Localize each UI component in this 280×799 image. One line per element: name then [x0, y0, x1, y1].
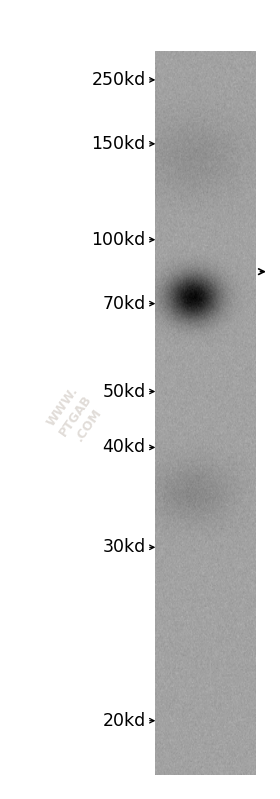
- Text: 40kd: 40kd: [102, 439, 146, 456]
- Text: 100kd: 100kd: [91, 231, 146, 248]
- Text: 250kd: 250kd: [91, 71, 146, 89]
- Text: 30kd: 30kd: [102, 539, 146, 556]
- Text: 20kd: 20kd: [102, 712, 146, 729]
- Text: WWW.
PTGAB
.COM: WWW. PTGAB .COM: [44, 384, 108, 447]
- Text: 70kd: 70kd: [102, 295, 146, 312]
- Text: 150kd: 150kd: [91, 135, 146, 153]
- Text: 50kd: 50kd: [102, 383, 146, 400]
